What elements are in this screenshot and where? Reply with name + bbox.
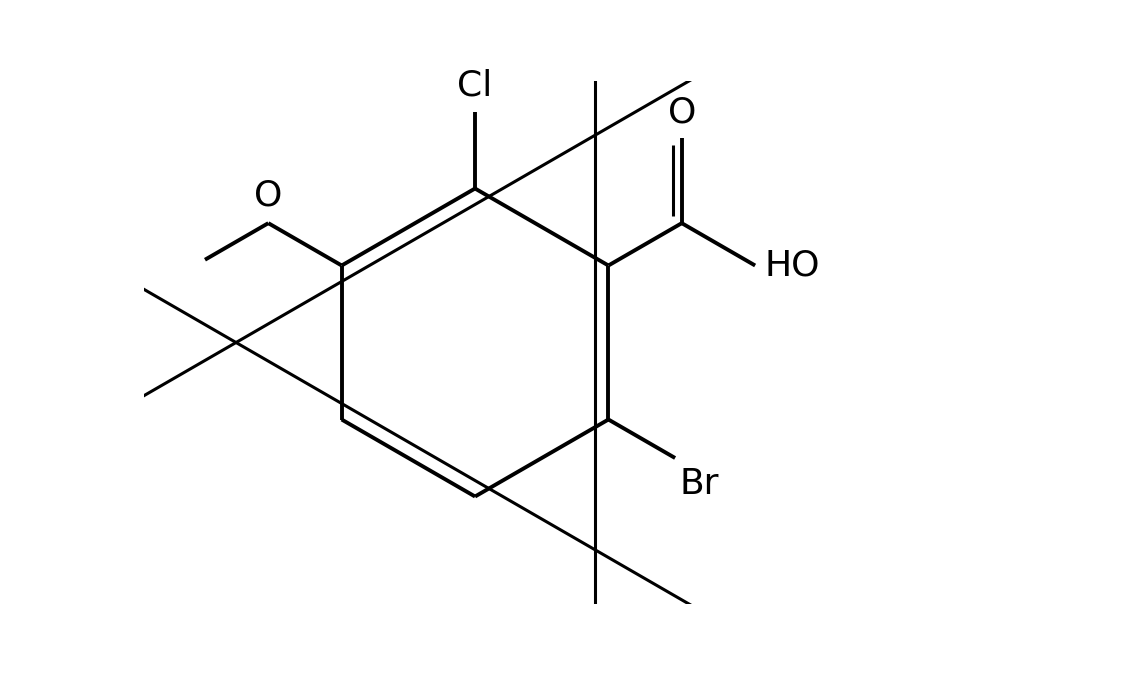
Text: O: O (667, 95, 695, 129)
Text: Br: Br (680, 467, 719, 501)
Text: Cl: Cl (457, 69, 492, 103)
Text: HO: HO (764, 249, 820, 282)
Text: O: O (254, 179, 282, 213)
